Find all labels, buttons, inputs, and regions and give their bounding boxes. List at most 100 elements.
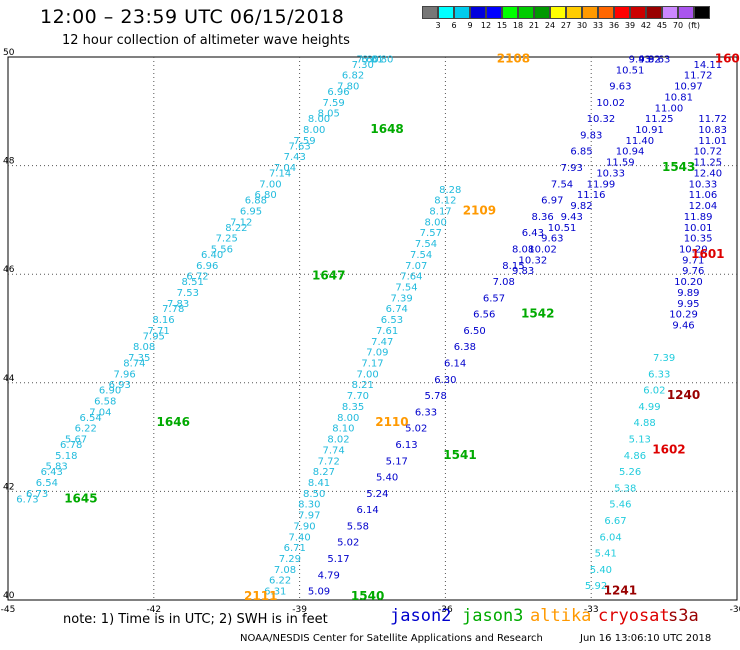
colorbar-swatch [454,6,470,19]
x-tick-label: -45 [1,605,16,615]
wave-height-point: 6.73 [26,489,48,500]
wave-height-point: 5.09 [308,587,330,598]
wave-height-point: 7.35 [128,353,150,364]
x-tick-label: -39 [292,605,307,615]
colorbar-swatch [502,6,518,19]
wave-height-point: 5.40 [376,473,398,484]
colorbar-label: (ft) [687,21,701,30]
wave-height-point: 6.95 [240,206,262,217]
wave-height-point: 7.54 [415,239,437,250]
wave-height-point: 7.97 [298,511,320,522]
wave-height-point: 7.39 [653,353,675,364]
colorbar-label: 42 [640,21,652,30]
wave-height-point: 8.00 [425,217,447,228]
wave-height-point: 6.33 [415,407,437,418]
wave-height-point: 5.92 [585,581,607,592]
wave-height-point: 7.70 [347,391,369,402]
wave-height-point: 7.57 [420,228,442,239]
x-tick-label: -33 [584,605,599,615]
wave-height-point: 10.81 [664,92,693,103]
wave-height-point: 5.24 [366,489,388,500]
wave-height-point: 6.88 [245,196,267,207]
wave-height-point: 7.78 [162,304,184,315]
colorbar-swatch [598,6,614,19]
wave-height-point: 8.74 [123,359,145,370]
wave-height-point: 7.07 [405,261,427,272]
wave-height-point: 5.17 [327,554,349,565]
colorbar-label: 21 [528,21,540,30]
wave-height-point: 7.40 [288,532,310,543]
wave-height-point: 8.05 [318,109,340,120]
colorbar-swatch [518,6,534,19]
footer-credit: NOAA/NESDIS Center for Satellite Applica… [240,633,543,644]
colorbar-label: 33 [592,21,604,30]
footer-timestamp: Jun 16 13:06:10 UTC 2018 [580,633,712,644]
chart-subtitle: 12 hour collection of altimeter wave hei… [62,33,350,48]
track-label: 1541 [443,448,476,462]
wave-height-point: 7.47 [371,337,393,348]
wave-height-point: 7.61 [376,326,398,337]
wave-height-point: 6.96 [327,87,349,98]
wave-height-point: 6.78 [60,440,82,451]
wave-height-point: 6.14 [444,359,466,370]
wave-height-point: 8.28 [439,185,461,196]
legend-entry: jason3 [462,606,524,626]
wave-height-point: 6.57 [483,293,505,304]
wave-height-point: 10.02 [596,98,625,109]
wave-height-point: 7.59 [322,98,344,109]
wave-height-point: 7.95 [143,331,165,342]
wave-height-point: 5.02 [405,424,427,435]
wave-height-point: 11.72 [698,114,727,125]
wave-height-point: 5.78 [425,391,447,402]
wave-height-point: 8.36 [531,212,553,223]
wave-height-point: 12.04 [689,201,718,212]
wave-height-point: 7.04 [89,407,111,418]
wave-height-point: 10.51 [548,223,577,234]
colorbar-swatch [566,6,582,19]
note-text: note: 1) Time is in UTC; 2) SWH is in fe… [63,612,328,627]
wave-height-point: 8.00 [303,125,325,136]
wave-height-point: 6.43 [41,467,63,478]
wave-height-point: 7.72 [318,456,340,467]
wave-height-point: 10.29 [669,310,698,321]
wave-height-point: 6.50 [463,326,485,337]
wave-height-point: 4.99 [638,402,660,413]
track-label: 1240 [667,388,700,402]
colorbar-swatch [470,6,486,19]
wave-height-point: 9.82 [570,201,592,212]
wave-height-point: 11.40 [625,136,654,147]
wave-height-point: 11.59 [606,158,635,169]
wave-height-point: 7.25 [216,234,238,245]
wave-height-point: 6.74 [386,304,408,315]
wave-height-point: 9.43 [561,212,583,223]
colorbar-swatch [694,6,710,19]
colorbar-swatch [486,6,502,19]
wave-height-point: 8.50 [303,489,325,500]
wave-height-point: 9.76 [682,266,704,277]
track-label: 2109 [463,203,496,217]
wave-height-point: 6.54 [36,478,58,489]
track-label: 1601 [691,247,724,261]
wave-height-point: 8.30 [298,500,320,511]
wave-height-point: 7.60 [357,54,379,65]
wave-height-point: 8.15 [502,261,524,272]
wave-height-point: 7.71 [148,326,170,337]
wave-height-point: 9.82 [638,54,660,65]
wave-height-point: 10.91 [635,125,664,136]
wave-height-point: 9.63 [609,82,631,93]
colorbar-swatch [662,6,678,19]
wave-height-point: 10.83 [698,125,727,136]
wave-height-point: 5.18 [55,451,77,462]
wave-height-point: 7.08 [493,277,515,288]
x-tick-label: -42 [146,605,161,615]
wave-height-point: 6.85 [570,147,592,158]
wave-height-point: 4.86 [624,451,646,462]
wave-height-point: 7.93 [561,163,583,174]
wave-height-point: 5.83 [45,462,67,473]
colorbar-label: 12 [480,21,492,30]
wave-height-point: 7.29 [279,554,301,565]
wave-height-point: 7.00 [259,179,281,190]
wave-height-point: 7.96 [114,369,136,380]
wave-height-point: 5.17 [386,456,408,467]
wave-height-point: 10.94 [616,147,645,158]
